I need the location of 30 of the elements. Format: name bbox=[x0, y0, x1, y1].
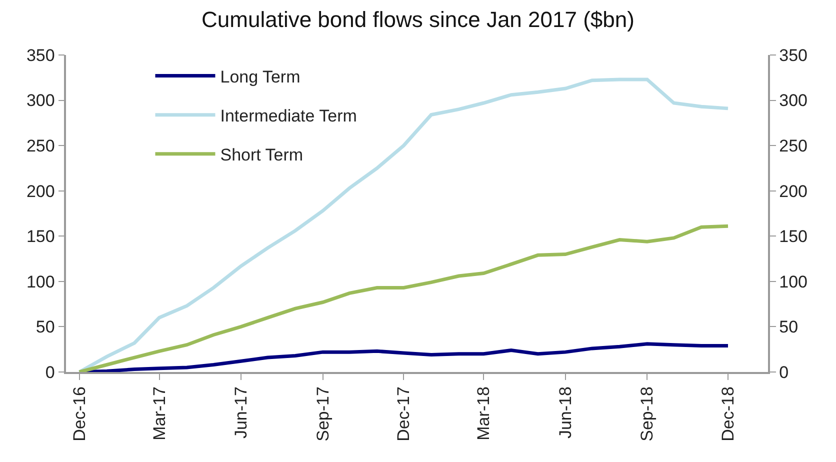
legend-label: Long Term bbox=[220, 67, 300, 86]
y-tick-label: 200 bbox=[26, 182, 55, 201]
y2-tick-label: 350 bbox=[779, 46, 808, 65]
y-tick-label: 300 bbox=[26, 91, 55, 110]
x-tick-label: Jun-18 bbox=[556, 386, 575, 439]
y2-tick-label: 200 bbox=[779, 182, 808, 201]
x-tick-label: Sep-18 bbox=[638, 386, 657, 442]
y-tick-label: 50 bbox=[36, 318, 55, 337]
x-tick-label: Dec-18 bbox=[718, 386, 738, 442]
legend-label: Intermediate Term bbox=[220, 106, 357, 126]
chart-title: Cumulative bond flows since Jan 2017 ($bn) bbox=[202, 6, 634, 32]
x-tick-label: Dec-17 bbox=[394, 386, 414, 442]
y2-tick-label: 100 bbox=[779, 272, 808, 292]
x-tick-label: Jun-17 bbox=[232, 386, 251, 439]
x-tick-label: Mar-17 bbox=[150, 386, 169, 440]
y2-tick-label: 300 bbox=[779, 91, 808, 110]
y-tick-label: 0 bbox=[45, 362, 55, 382]
x-tick-label: Mar-18 bbox=[474, 386, 494, 440]
y2-tick-label: 150 bbox=[779, 227, 808, 246]
y-tick-label: 150 bbox=[26, 227, 55, 246]
legend-label: Short Term bbox=[220, 146, 304, 165]
y-tick-label: 250 bbox=[26, 136, 55, 156]
line-series bbox=[78, 224, 730, 372]
y-tick-label: 350 bbox=[26, 46, 55, 65]
y2-tick-label: 250 bbox=[779, 136, 808, 156]
y2-tick-label: 50 bbox=[779, 318, 798, 337]
x-tick-label: Sep-17 bbox=[313, 386, 332, 442]
x-tick-label: Dec-16 bbox=[70, 386, 89, 442]
y2-tick-label: 0 bbox=[779, 362, 789, 382]
y-tick-label: 100 bbox=[26, 272, 55, 292]
